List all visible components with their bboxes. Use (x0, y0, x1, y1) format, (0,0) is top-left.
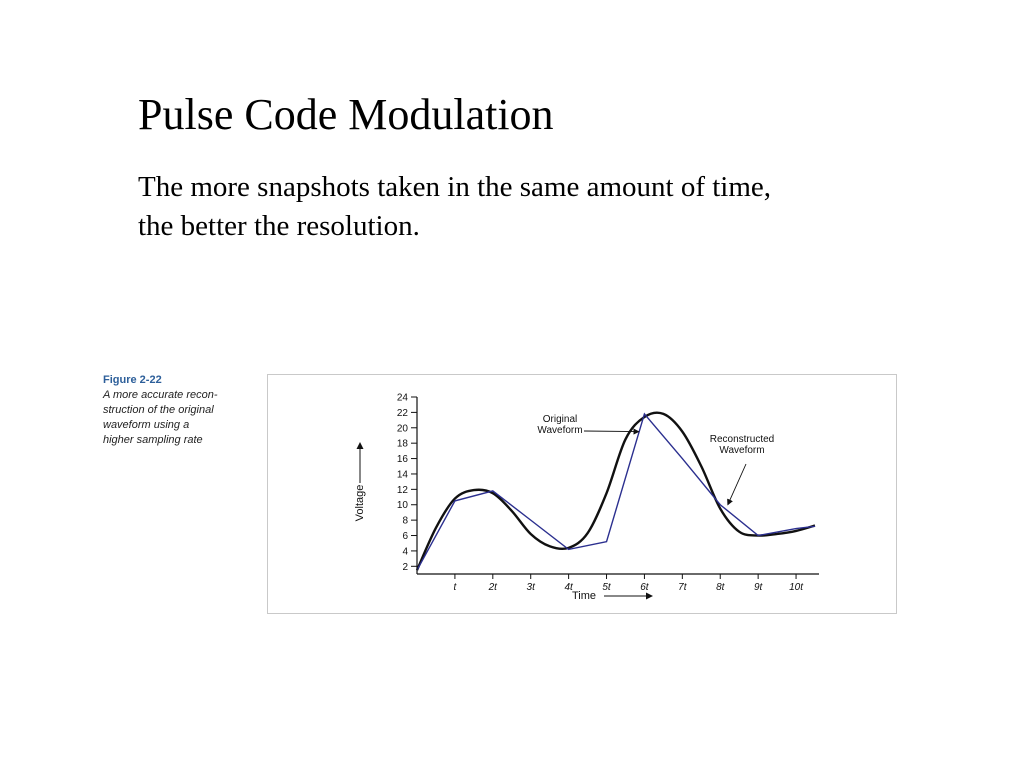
y-tick-label: 16 (397, 454, 409, 465)
y-tick-label: 22 (397, 408, 409, 419)
x-axis-label: Time (572, 590, 596, 602)
y-axis-label: Voltage (354, 485, 366, 522)
body-line-2: the better the resolution. (138, 210, 420, 242)
y-tick-label: 10 (397, 500, 409, 511)
caption-line-4: higher sampling rate (103, 434, 203, 446)
caption-line-2: struction of the original (103, 404, 214, 416)
y-tick-label: 2 (402, 562, 408, 573)
x-tick-label: 3t (527, 582, 537, 593)
y-tick-label: 20 (397, 423, 409, 434)
slide-title: Pulse Code Modulation (138, 90, 554, 139)
x-tick-label: 2t (488, 582, 499, 593)
x-tick-label: 5t (602, 582, 612, 593)
x-tick-label: 8t (716, 582, 726, 593)
figure-label: Figure 2-22 (103, 374, 162, 386)
x-tick-label: 9t (754, 582, 764, 593)
y-tick-label: 8 (402, 516, 408, 527)
annotation-reconstructed-waveform-line-2: Waveform (719, 445, 764, 456)
annotation-reconstructed-waveform-line-1: Reconstructed (710, 434, 774, 445)
x-tick-label: 4t (564, 582, 574, 593)
reconstructed-waveform-line (416, 412, 816, 571)
annotation-original-waveform-line-2: Waveform (537, 425, 582, 436)
y-tick-label: 18 (397, 439, 409, 450)
slide-body-text: The more snapshots taken in the same amo… (138, 168, 938, 246)
annotation-reconstructed-waveform-arrow (727, 463, 747, 506)
caption-line-3: waveform using a (103, 419, 190, 431)
y-tick-label: 24 (397, 393, 409, 404)
figure-panel: 2 4 6 8 10 12 14 16 18 20 22 24 t 2t 3t 4t 5t 6t 7t 8t 9t 10t… (267, 374, 897, 614)
x-tick-label: 7t (678, 582, 688, 593)
x-tick-label: 6t (640, 582, 650, 593)
annotation-original-waveform-arrow (583, 428, 640, 435)
caption-line-1: A more accurate recon- (103, 389, 218, 401)
original-waveform-line (415, 411, 816, 571)
y-tick-label: 12 (397, 485, 409, 496)
y-tick-label: 6 (402, 531, 408, 542)
body-line-1: The more snapshots taken in the same amo… (138, 171, 772, 203)
x-tick-label: t (454, 582, 458, 593)
x-tick-label: 10t (789, 582, 804, 593)
y-tick-label: 4 (402, 546, 408, 557)
annotation-original-waveform-line-1: Original (543, 414, 577, 425)
figure-caption: Figure 2-22 A more accurate recon- struc… (103, 373, 273, 448)
y-tick-label: 14 (397, 469, 409, 480)
